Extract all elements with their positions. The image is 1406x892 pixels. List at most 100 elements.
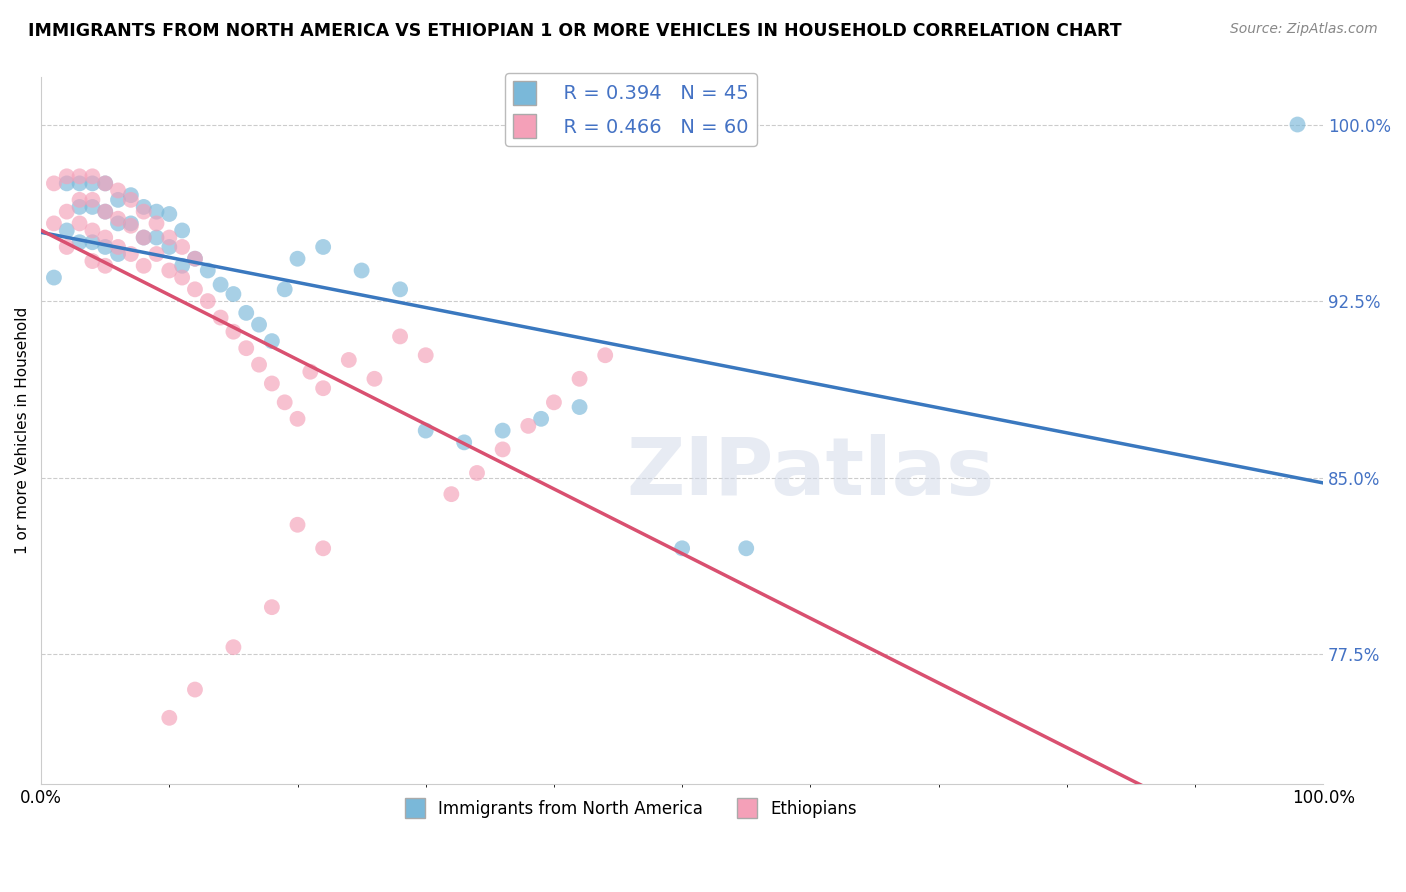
Point (82, 254, 104, 268)
Point (94, 240, 117, 254)
Point (543, 395, 565, 409)
Point (222, 287, 245, 301)
Point (132, 230, 155, 244)
Point (209, 277, 232, 292)
Point (94, 177, 117, 191)
Point (107, 211, 129, 226)
Point (55, 169, 77, 184)
Point (82, 169, 104, 184)
Point (82, 235, 104, 250)
Point (1286, 118, 1309, 132)
Point (107, 193, 129, 207)
Point (55, 240, 77, 254)
Point (415, 348, 437, 362)
Point (517, 418, 540, 433)
Point (42, 216, 65, 230)
Point (132, 230, 155, 244)
Point (222, 325, 245, 339)
Text: IMMIGRANTS FROM NORTH AMERICA VS ETHIOPIAN 1 OR MORE VEHICLES IN HOUSEHOLD CORRE: IMMIGRANTS FROM NORTH AMERICA VS ETHIOPI… (28, 22, 1122, 40)
Point (568, 400, 591, 414)
Point (671, 541, 693, 556)
Point (107, 184, 129, 198)
Point (389, 282, 412, 296)
Point (132, 204, 155, 219)
Point (184, 682, 207, 697)
Point (491, 424, 513, 438)
Point (440, 487, 463, 501)
Point (107, 247, 129, 261)
Point (120, 193, 142, 207)
Legend: Immigrants from North America, Ethiopians: Immigrants from North America, Ethiopian… (398, 791, 863, 825)
Point (42, 177, 65, 191)
Point (735, 541, 758, 556)
Point (82, 200, 104, 214)
Point (363, 372, 385, 386)
Point (145, 247, 167, 261)
Point (82, 193, 104, 207)
Point (120, 219, 142, 233)
Point (465, 466, 488, 480)
Point (69, 177, 91, 191)
Point (184, 282, 207, 296)
Point (94, 204, 117, 219)
Point (273, 282, 295, 296)
Point (197, 294, 219, 309)
Point (94, 204, 117, 219)
Point (235, 341, 257, 355)
Point (287, 252, 309, 266)
Point (491, 442, 513, 457)
Point (120, 188, 142, 202)
Point (415, 424, 437, 438)
Point (82, 177, 104, 191)
Point (94, 230, 117, 244)
Point (157, 263, 180, 277)
Point (132, 259, 155, 273)
Point (157, 230, 180, 244)
Point (157, 711, 180, 725)
Point (69, 193, 91, 207)
Point (287, 412, 309, 426)
Point (145, 216, 167, 230)
Point (453, 435, 475, 450)
Point (120, 216, 142, 230)
Point (593, 348, 616, 362)
Point (55, 204, 77, 219)
Point (568, 372, 591, 386)
Point (172, 240, 194, 254)
Point (107, 240, 129, 254)
Point (145, 204, 167, 219)
Point (69, 216, 91, 230)
Point (389, 329, 412, 343)
Point (209, 310, 232, 325)
Y-axis label: 1 or more Vehicles in Household: 1 or more Vehicles in Household (15, 307, 30, 554)
Point (69, 235, 91, 250)
Point (273, 395, 295, 409)
Point (312, 541, 335, 556)
Point (222, 640, 245, 655)
Point (55, 177, 77, 191)
Point (157, 240, 180, 254)
Point (69, 200, 91, 214)
Point (184, 252, 207, 266)
Point (337, 353, 360, 368)
Point (132, 200, 155, 214)
Point (157, 207, 180, 221)
Point (260, 334, 283, 348)
Point (247, 318, 270, 332)
Point (287, 517, 309, 532)
Point (197, 263, 219, 277)
Point (94, 259, 117, 273)
Point (299, 365, 322, 379)
Point (184, 252, 207, 266)
Point (235, 306, 257, 320)
Text: Source: ZipAtlas.com: Source: ZipAtlas.com (1230, 22, 1378, 37)
Point (260, 376, 283, 391)
Point (350, 263, 373, 277)
Point (172, 223, 194, 237)
Point (172, 270, 194, 285)
Point (530, 412, 553, 426)
Text: ZIPatlas: ZIPatlas (626, 434, 994, 512)
Point (55, 223, 77, 237)
Point (82, 223, 104, 237)
Point (312, 240, 335, 254)
